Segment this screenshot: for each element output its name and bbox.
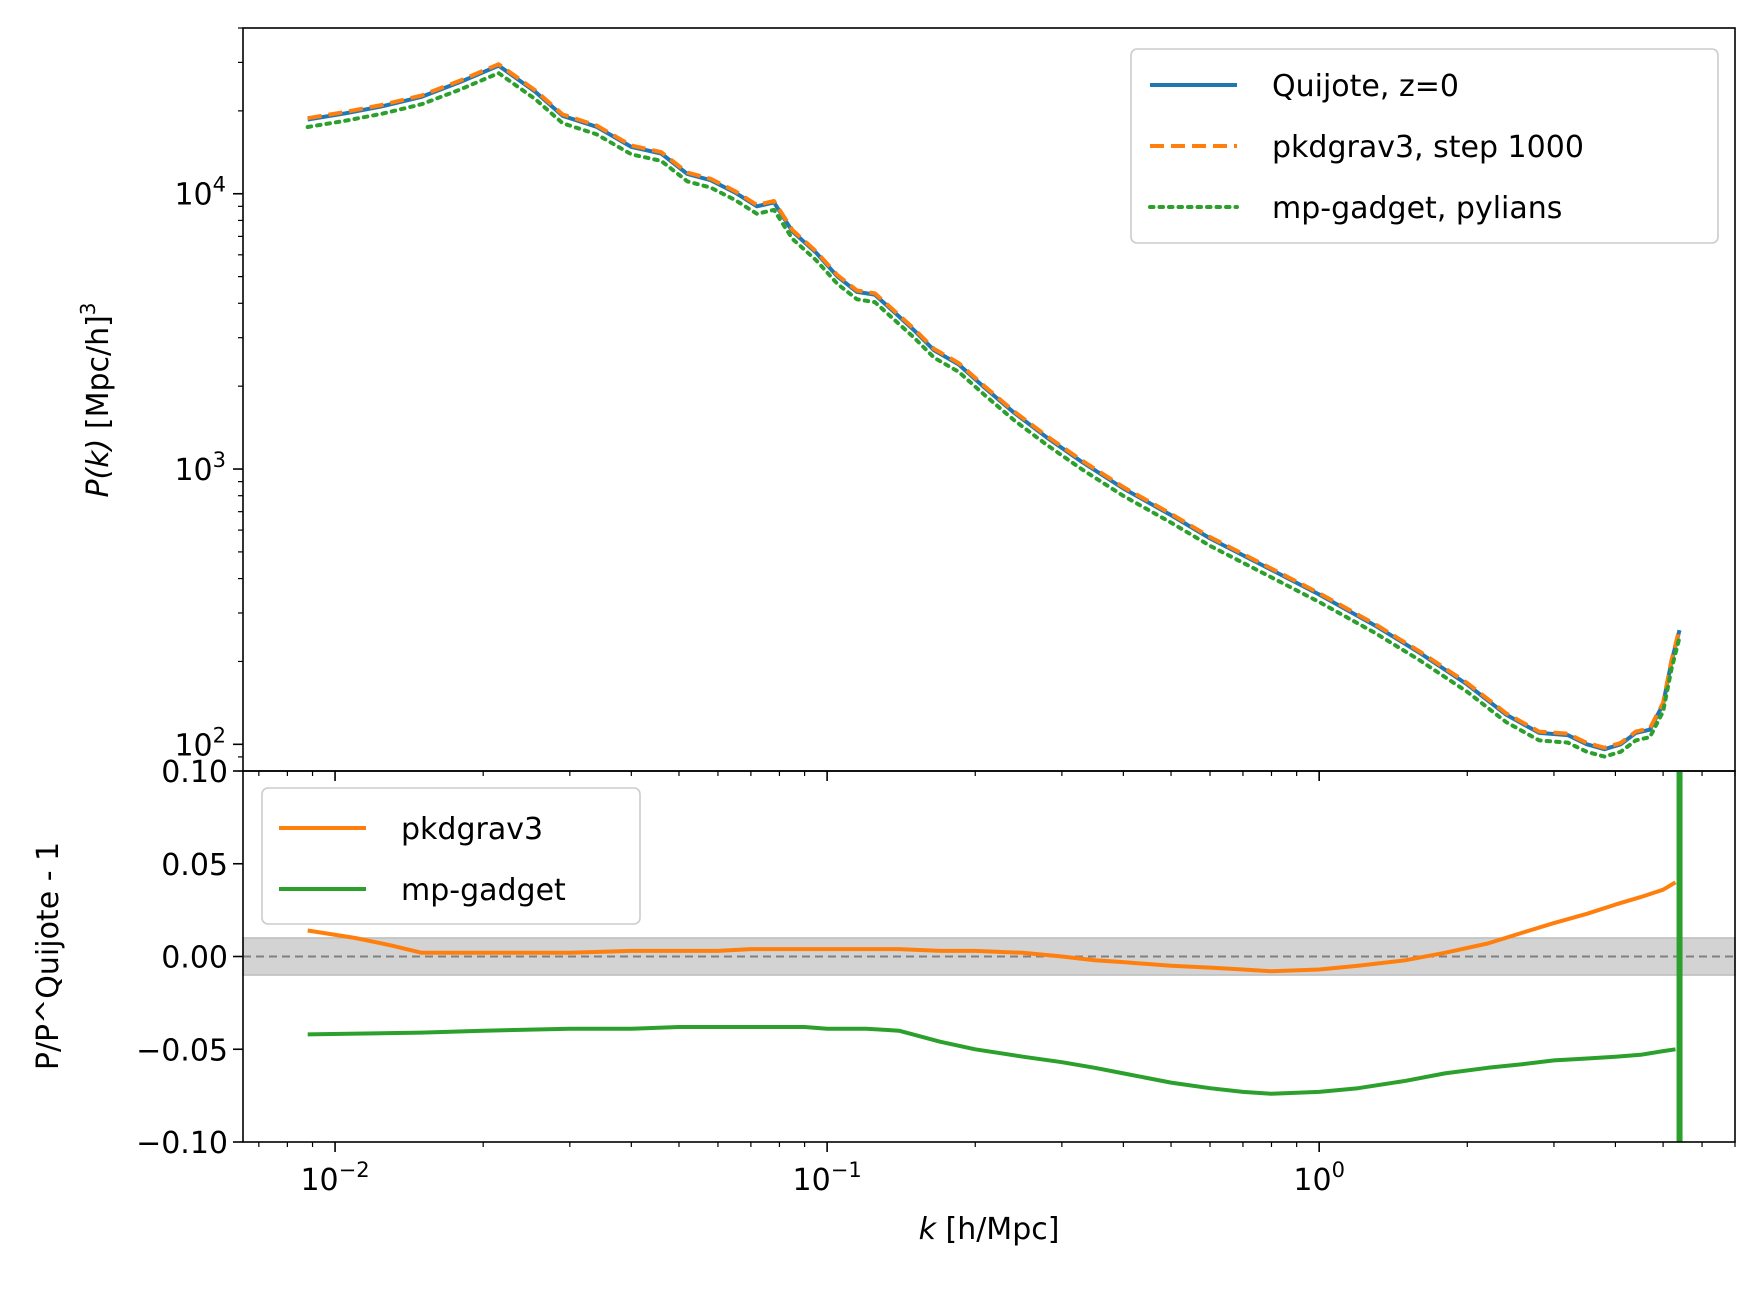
top-legend-items: Quijote, z=0 pkdgrav3, step 1000 mp-gadget…: [1148, 69, 1584, 226]
top-y-tick-label: 102: [174, 723, 226, 763]
top-legend-label: Quijote, z=0: [1272, 69, 1459, 104]
x-tick-label: 100: [1293, 1158, 1345, 1198]
top-legend-label: pkdgrav3, step 1000: [1272, 130, 1584, 165]
ratio-line-pkdgrav3: [307, 880, 1677, 974]
bottom-y-ticks: 0.10 0.05 0.00 −0.05 −0.10: [136, 755, 243, 1161]
bottom-x-ticks: 10−2 10−1 100: [258, 1142, 1736, 1198]
bottom-y-axis-label: P/P^Quijote - 1: [31, 842, 66, 1070]
bottom-y-tick-label: 0.10: [161, 755, 228, 790]
top-series-group: [305, 62, 1682, 759]
bottom-legend-items: pkdgrav3 mp-gadget: [279, 812, 566, 908]
top-legend-label: mp-gadget, pylians: [1272, 191, 1562, 226]
top-legend-box: [1130, 48, 1719, 244]
top-y-tick-label: 103: [174, 448, 226, 488]
top-y-axis-label: P(k) [Mpc/h]3: [76, 302, 116, 497]
series-line-mp-gadget: [305, 71, 1682, 759]
top-legend: Quijote, z=0 pkdgrav3, step 1000 mp-gadget…: [1130, 48, 1719, 244]
bottom-axes-frame: [242, 770, 1736, 1143]
bottom-series-group: [307, 771, 1683, 1142]
top-panel: 102 103 104 P(k) [Mpc/h]3 Quijote, z=0 pkdg…: [76, 27, 1736, 781]
bottom-y-tick-label: 0.00: [161, 941, 228, 976]
bottom-y-tick-label: −0.05: [136, 1033, 228, 1068]
series-line-quijote: [307, 63, 1682, 752]
bottom-y-tick-label: −0.10: [136, 1126, 228, 1161]
bottom-legend: pkdgrav3 mp-gadget: [261, 787, 641, 925]
top-y-ticks: 102 103 104: [174, 27, 243, 772]
ratio-line-mp-gadget: [307, 1025, 1676, 1096]
top-y-tick-label: 104: [174, 173, 226, 213]
x-tick-label: 10−1: [793, 1158, 862, 1198]
x-axis-label: k [h/Mpc]: [919, 1212, 1060, 1247]
bottom-legend-label: mp-gadget: [401, 873, 566, 908]
bottom-panel: 0.10 0.05 0.00 −0.05 −0.10 10−2 10−1 100 P/P^Q…: [31, 755, 1736, 1247]
x-tick-label: 10−2: [300, 1158, 369, 1198]
bottom-y-tick-label: 0.05: [161, 848, 228, 883]
bottom-legend-label: pkdgrav3: [401, 812, 543, 847]
